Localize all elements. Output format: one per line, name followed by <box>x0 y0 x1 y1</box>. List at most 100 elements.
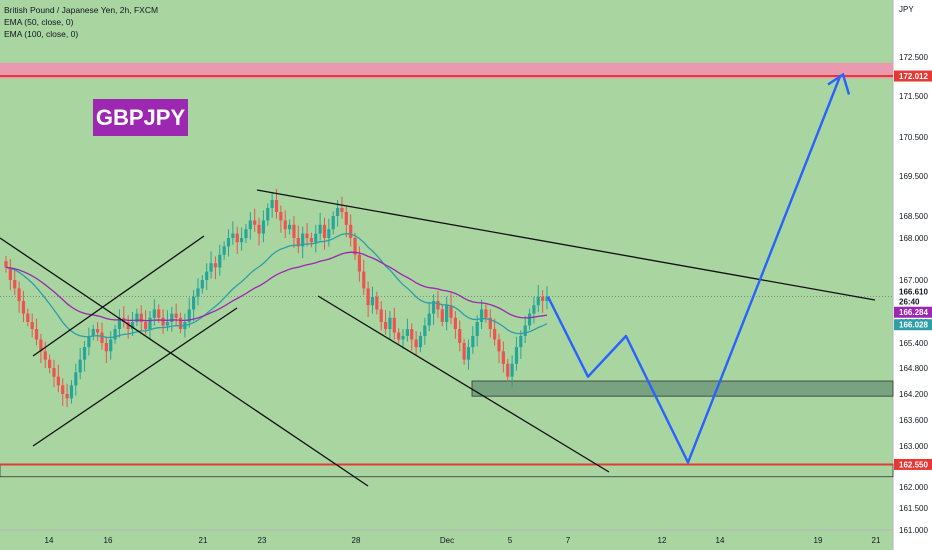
resistance-zone <box>0 62 893 79</box>
candle-body <box>335 208 340 216</box>
candle-body <box>261 220 266 234</box>
candle-body <box>174 313 178 318</box>
candle-body <box>296 238 300 247</box>
candle-body <box>96 329 100 333</box>
candle-body <box>493 329 497 340</box>
candle-body <box>30 322 34 329</box>
time-tick-label: 14 <box>716 536 725 545</box>
candle-body <box>366 288 370 306</box>
candle-body <box>65 394 69 399</box>
candle-body <box>192 296 196 310</box>
candle-body <box>61 385 65 394</box>
candle-body <box>471 336 475 348</box>
candle-body <box>178 317 183 329</box>
candle-body <box>117 317 122 329</box>
candle-body <box>340 208 344 212</box>
candle-body <box>21 301 26 314</box>
candle-body <box>497 339 501 352</box>
time-tick-label: 21 <box>872 536 881 545</box>
candle-body <box>209 263 213 272</box>
candle-body <box>26 313 30 322</box>
candle-body <box>301 233 305 247</box>
symbol-title: British Pound / Japanese Yen, 2h, FXCM <box>4 5 159 15</box>
price-badge <box>894 319 932 331</box>
price-badge-label: 166.610 <box>899 287 928 296</box>
price-tick-label: 171.500 <box>899 92 928 101</box>
candle-body <box>362 271 366 289</box>
gbpjpy-badge: GBPJPY <box>93 99 188 136</box>
candle-body <box>48 359 52 368</box>
candle-body <box>274 200 279 212</box>
candle-body <box>519 336 523 348</box>
candle-body <box>392 317 396 333</box>
candle-body <box>418 336 423 348</box>
candle-body <box>475 322 479 336</box>
price-tick-label: 162.000 <box>899 483 928 492</box>
time-tick-label: 12 <box>658 536 667 545</box>
candle-body <box>423 325 427 336</box>
candle-body <box>405 329 409 336</box>
candle-body <box>266 208 270 221</box>
candle-body <box>165 322 170 326</box>
price-tick-label: 172.500 <box>899 53 928 62</box>
candle-body <box>466 347 471 360</box>
candle-body <box>52 368 56 377</box>
price-axis-background <box>893 0 932 550</box>
candle-body <box>445 305 449 322</box>
candle-body <box>379 309 383 322</box>
candle-body <box>436 301 440 310</box>
candle-body <box>510 363 514 377</box>
trend-line <box>32 307 238 447</box>
candle-body <box>414 339 418 348</box>
candle-body <box>157 309 161 318</box>
trend-line <box>317 295 610 473</box>
projection-arrowhead <box>827 72 851 95</box>
candle-body <box>453 317 457 329</box>
ema50-line <box>5 233 548 339</box>
candle-body <box>449 305 453 318</box>
candle-body <box>462 343 466 360</box>
time-tick-label: Dec <box>440 536 454 545</box>
time-tick-label: 5 <box>508 536 513 545</box>
candle-body <box>318 224 322 234</box>
candle-body <box>74 372 78 386</box>
candle-body <box>501 351 505 364</box>
time-tick-label: 14 <box>45 536 54 545</box>
candle-body <box>287 224 292 230</box>
candle-body <box>484 309 488 318</box>
candle-body <box>139 313 143 322</box>
candle-body <box>383 322 388 329</box>
price-badge <box>894 285 932 297</box>
trend-line <box>32 235 205 357</box>
candle-body <box>532 305 536 314</box>
price-badge-label: 172.012 <box>899 72 928 81</box>
candle-body <box>100 332 104 343</box>
candle-body <box>82 347 87 360</box>
candle-body <box>148 317 152 329</box>
candle-body <box>161 317 165 326</box>
candle-body <box>283 220 287 230</box>
candle-body <box>292 224 296 238</box>
candle-body <box>322 224 327 238</box>
time-tick-label: 23 <box>258 536 267 545</box>
support-zone <box>471 380 894 397</box>
candle-body <box>353 238 357 255</box>
ema50-legend: EMA (50, close, 0) <box>4 17 74 27</box>
candle-body <box>152 309 156 318</box>
candle-body <box>34 329 39 340</box>
candle-body <box>253 220 257 225</box>
candle-body <box>257 224 261 234</box>
candle-body <box>144 322 148 329</box>
candle-body <box>17 288 21 301</box>
candle-body <box>248 220 252 230</box>
price-tick-label: 169.500 <box>899 172 928 181</box>
candle-body <box>349 224 353 238</box>
trend-line <box>0 237 369 487</box>
candle-body <box>375 296 379 310</box>
candle-body <box>196 288 200 297</box>
candle-body <box>170 313 174 322</box>
candle-body <box>205 271 209 280</box>
price-badge <box>894 70 932 82</box>
ema100-line <box>5 251 548 322</box>
